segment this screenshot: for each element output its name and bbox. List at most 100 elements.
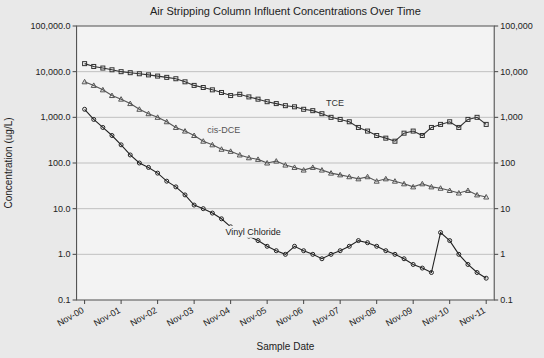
marker [374, 179, 379, 184]
marker [165, 179, 169, 183]
series-label: TCE [326, 98, 344, 108]
marker [100, 87, 105, 92]
marker [484, 195, 489, 200]
y-tick-label: 1,000.0 [41, 112, 71, 122]
marker [466, 262, 470, 266]
x-tick-label: Nov-10 [421, 305, 451, 328]
y-tick [73, 208, 77, 209]
marker [392, 179, 397, 184]
marker [475, 271, 479, 275]
x-tick [121, 300, 122, 304]
marker [83, 107, 87, 111]
grid-line [77, 26, 495, 27]
x-tick-label: Nov-04 [202, 305, 232, 328]
marker [246, 155, 251, 160]
y2-tick [494, 254, 498, 255]
marker [256, 157, 261, 162]
marker [274, 249, 278, 253]
marker [183, 129, 188, 134]
marker [201, 86, 205, 90]
x-tick [303, 300, 304, 304]
marker [319, 168, 324, 173]
y-tick [73, 117, 77, 118]
marker [173, 125, 178, 130]
y2-tick [494, 117, 498, 118]
y-tick [73, 71, 77, 72]
y2-tick [494, 26, 498, 27]
marker [183, 193, 187, 197]
x-tick [157, 300, 158, 304]
marker [411, 184, 416, 189]
marker [384, 249, 388, 253]
marker [155, 115, 160, 120]
marker [283, 104, 287, 108]
y-tick [73, 163, 77, 164]
marker [91, 83, 96, 88]
marker [310, 165, 315, 170]
marker [156, 74, 160, 78]
marker [274, 159, 279, 164]
y-tick-label: 100,000.0 [31, 21, 71, 31]
marker [101, 66, 105, 70]
marker [329, 171, 334, 176]
x-tick-label: Nov-08 [348, 305, 378, 328]
marker [457, 125, 461, 129]
marker [320, 112, 324, 116]
x-axis-title: Sample Date [256, 341, 314, 352]
plot-frame [77, 26, 495, 300]
marker [119, 97, 124, 102]
x-tick [340, 300, 341, 304]
x-tick [413, 300, 414, 304]
marker [484, 122, 488, 126]
marker [237, 152, 242, 157]
marker [365, 174, 370, 179]
marker [210, 142, 215, 147]
marker [128, 101, 133, 106]
marker [292, 165, 297, 170]
marker [174, 77, 178, 81]
x-tick-label: Nov-11 [458, 305, 488, 328]
marker [456, 191, 461, 196]
marker [110, 134, 114, 138]
marker [383, 176, 388, 181]
y2-tick [494, 71, 498, 72]
y-tick-label: 0.1 [58, 295, 71, 305]
x-tick-label: Nov-02 [128, 305, 158, 328]
y2-tick-label: 0.1 [500, 295, 513, 305]
marker [265, 244, 269, 248]
label-patch [225, 226, 282, 238]
x-tick-label: Nov-03 [165, 305, 195, 328]
marker [137, 161, 141, 165]
marker [366, 241, 370, 245]
marker [393, 139, 397, 143]
y2-tick-label: 100 [500, 158, 515, 168]
x-tick [84, 300, 85, 304]
marker [210, 211, 214, 215]
series-line [85, 82, 487, 197]
marker [475, 192, 480, 197]
marker [164, 119, 169, 124]
marker [448, 239, 452, 243]
marker [338, 172, 343, 177]
marker [119, 143, 123, 147]
x-tick-label: Nov-07 [311, 305, 341, 328]
marker [411, 262, 415, 266]
data-group [82, 62, 489, 281]
marker [302, 249, 306, 253]
marker [128, 71, 132, 75]
x-tick-label: Nov-00 [55, 305, 85, 328]
marker [311, 252, 315, 256]
marker [174, 185, 178, 189]
marker [356, 176, 361, 181]
marker [439, 231, 443, 235]
series-label: Vinyl Chloride [226, 227, 281, 237]
marker [302, 107, 306, 111]
marker [83, 62, 87, 66]
marker [293, 105, 297, 109]
y2-tick-label: 10,000 [500, 67, 528, 77]
marker [475, 115, 479, 119]
marker [293, 244, 297, 248]
marker [110, 68, 114, 72]
marker [119, 70, 123, 74]
x-tick-label: Nov-05 [238, 305, 268, 328]
